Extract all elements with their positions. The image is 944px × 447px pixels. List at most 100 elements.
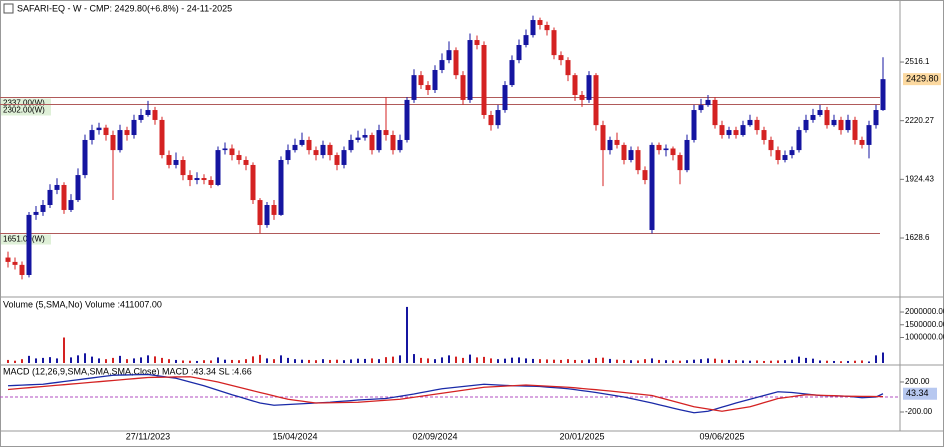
candle-body bbox=[754, 119, 760, 131]
candle-body bbox=[481, 45, 487, 115]
candle-body bbox=[383, 130, 389, 136]
candle-body bbox=[880, 79, 886, 111]
volume-bar bbox=[756, 360, 758, 363]
candle-body bbox=[733, 130, 739, 136]
candle-body bbox=[306, 139, 312, 151]
volume-bar bbox=[371, 358, 373, 363]
menu-icon[interactable] bbox=[3, 3, 14, 14]
candle-body bbox=[159, 119, 165, 156]
y-tick-label: 2516.1 bbox=[905, 57, 930, 66]
volume-bar bbox=[700, 359, 702, 363]
volume-bar bbox=[448, 355, 450, 363]
volume-bar bbox=[672, 360, 674, 363]
x-tick-label: 02/09/2024 bbox=[412, 431, 457, 441]
volume-bar bbox=[182, 360, 184, 363]
macd-last-bg bbox=[903, 387, 937, 400]
volume-bar bbox=[63, 337, 65, 363]
candle-body bbox=[341, 150, 347, 165]
volume-bar bbox=[630, 360, 632, 363]
candle-body bbox=[397, 139, 403, 151]
candle-body bbox=[859, 139, 865, 145]
candle-body bbox=[348, 139, 354, 151]
volume-bar bbox=[742, 360, 744, 363]
volume-bar bbox=[287, 357, 289, 363]
volume-bar bbox=[441, 357, 443, 363]
candle-body bbox=[635, 150, 641, 171]
volume-bar bbox=[105, 359, 107, 363]
volume-bar bbox=[476, 357, 478, 363]
candle-body bbox=[285, 150, 291, 160]
volume-bar bbox=[84, 353, 86, 363]
volume-bar bbox=[735, 360, 737, 363]
volume-bar bbox=[728, 359, 730, 363]
volume-bar bbox=[42, 357, 44, 363]
macd-last-label: 43.34 bbox=[906, 388, 929, 398]
volume-bar bbox=[28, 355, 30, 363]
volume-bar bbox=[462, 357, 464, 363]
candle-body bbox=[75, 175, 81, 201]
candle-body bbox=[236, 155, 242, 160]
volume-bar bbox=[511, 357, 513, 363]
candle-body bbox=[621, 144, 627, 160]
chart-title: SAFARI-EQ - W - CMP: 2429.80(+6.8%) - 24… bbox=[17, 3, 232, 13]
y-tick-label: 200.00 bbox=[905, 377, 930, 386]
volume-bar bbox=[665, 360, 667, 363]
candle-body bbox=[565, 60, 571, 76]
volume-bar bbox=[490, 358, 492, 363]
level-label: 1651.00(W) bbox=[3, 235, 45, 244]
candle-body bbox=[628, 150, 634, 160]
volume-bar bbox=[336, 359, 338, 363]
candle-body bbox=[117, 130, 123, 151]
candle-body bbox=[271, 205, 277, 215]
volume-bar bbox=[259, 354, 261, 363]
volume-bar bbox=[329, 359, 331, 363]
cmp-label: 2429.80 bbox=[906, 74, 939, 84]
candle-body bbox=[124, 130, 130, 136]
candle-body bbox=[215, 150, 221, 185]
volume-bar bbox=[14, 360, 16, 363]
y-tick-label: 1628.6 bbox=[905, 233, 930, 242]
volume-bar bbox=[469, 354, 471, 363]
macd-legend: MACD (12,26,9,SMA,SMA,SMA,Close) MACD :4… bbox=[3, 366, 252, 376]
candle-body bbox=[817, 110, 823, 115]
volume-bar bbox=[812, 358, 814, 363]
volume-bar bbox=[308, 359, 310, 363]
candle-body bbox=[313, 150, 319, 156]
volume-bar bbox=[840, 361, 842, 363]
candle-body bbox=[376, 130, 382, 151]
candle-body bbox=[796, 130, 802, 151]
candle-body bbox=[488, 114, 494, 126]
volume-bar bbox=[602, 357, 604, 363]
volume-bar bbox=[833, 360, 835, 363]
volume-bar bbox=[595, 357, 597, 363]
candle-body bbox=[747, 119, 753, 126]
candle-body bbox=[852, 119, 858, 140]
volume-bar bbox=[644, 359, 646, 363]
volume-bar bbox=[686, 360, 688, 363]
candle-body bbox=[68, 200, 74, 210]
cmp-label-bg bbox=[903, 73, 941, 86]
candle-body bbox=[411, 75, 417, 100]
candle-body bbox=[320, 144, 326, 156]
volume-bar bbox=[504, 358, 506, 363]
candle-body bbox=[243, 159, 249, 165]
volume-bar bbox=[455, 356, 457, 363]
volume-bar bbox=[119, 355, 121, 363]
candle-body bbox=[369, 135, 375, 151]
candle-body bbox=[404, 99, 410, 140]
level-label-bg bbox=[1, 105, 51, 116]
volume-bar bbox=[868, 361, 870, 363]
volume-bar bbox=[518, 357, 520, 363]
candle-body bbox=[537, 20, 543, 25]
volume-legend: Volume (5,SMA,No) Volume :411007.00 bbox=[3, 299, 162, 309]
y-tick-label: 2000000.00 bbox=[905, 307, 944, 316]
volume-bar bbox=[343, 360, 345, 363]
volume-bar bbox=[651, 358, 653, 363]
candle-body bbox=[250, 164, 256, 201]
volume-bar bbox=[581, 360, 583, 363]
volume-bar bbox=[385, 357, 387, 363]
x-tick-label: 27/11/2023 bbox=[126, 431, 170, 441]
volume-bar bbox=[847, 360, 849, 363]
candle-body bbox=[614, 139, 620, 145]
volume-bar bbox=[420, 357, 422, 363]
